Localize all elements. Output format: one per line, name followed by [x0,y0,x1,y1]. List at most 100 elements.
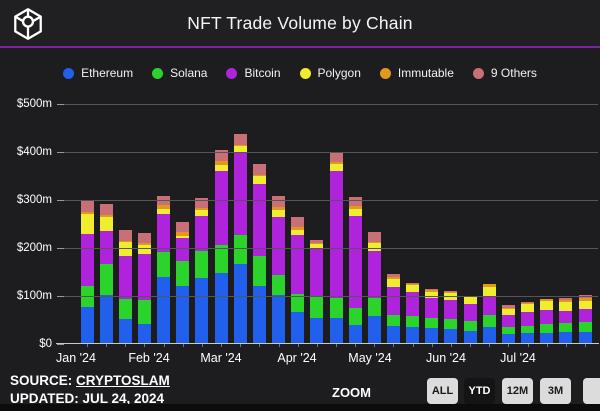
bar-segment-ethereum[interactable] [99,295,113,343]
legend-item-solana[interactable]: Solana [152,66,207,80]
stacked-bar[interactable] [272,195,286,343]
zoom-button-12m[interactable]: 12M [502,378,533,404]
bar-segment-9-others[interactable] [272,195,286,207]
bar-segment-ethereum[interactable] [482,327,496,343]
bar-segment-ethereum[interactable] [157,277,171,343]
bar-segment-bitcoin[interactable] [463,304,477,322]
legend-item-9-others[interactable]: 9 Others [472,66,537,80]
bar-segment-bitcoin[interactable] [386,286,400,316]
bar-segment-solana[interactable] [80,286,94,308]
bar-segment-9-others[interactable] [310,239,324,243]
bar-segment-immutable[interactable] [99,214,113,217]
bar-segment-polygon[interactable] [482,286,496,297]
zoom-button-3m[interactable]: 3M [540,378,571,404]
bar-segment-bitcoin[interactable] [118,255,132,299]
bar-segment-bitcoin[interactable] [329,170,343,298]
bar-segment-9-others[interactable] [386,274,400,278]
bar-segment-ethereum[interactable] [501,334,515,343]
stacked-bar[interactable] [157,195,171,343]
legend-item-immutable[interactable]: Immutable [379,66,454,80]
bar-segment-ethereum[interactable] [118,319,132,343]
bar-segment-polygon[interactable] [118,241,132,256]
bar-segment-ethereum[interactable] [80,307,94,343]
bar-segment-bitcoin[interactable] [176,237,190,261]
legend-item-ethereum[interactable]: Ethereum [63,66,133,80]
bar-segment-ethereum[interactable] [214,273,228,343]
bar-segment-solana[interactable] [386,315,400,326]
bar-segment-polygon[interactable] [348,208,362,216]
bar-segment-polygon[interactable] [425,291,439,298]
bar-segment-immutable[interactable] [233,144,247,146]
bar-segment-immutable[interactable] [252,174,266,176]
bar-segment-polygon[interactable] [291,229,305,236]
bar-segment-ethereum[interactable] [406,326,420,343]
stacked-bar[interactable] [348,196,362,343]
bar-segment-immutable[interactable] [80,211,94,214]
bar-segment-bitcoin[interactable] [252,184,266,256]
bar-segment-solana[interactable] [444,319,458,330]
bar-segment-immutable[interactable] [176,231,190,236]
bar-segment-solana[interactable] [214,244,228,274]
bar-segment-polygon[interactable] [252,175,266,184]
bar-segment-polygon[interactable] [157,208,171,214]
stacked-bar[interactable] [444,291,458,343]
bar-segment-immutable[interactable] [578,298,592,302]
stacked-bar[interactable] [195,198,209,343]
bar-segment-immutable[interactable] [406,283,420,285]
bar-segment-9-others[interactable] [540,298,554,300]
bar-segment-ethereum[interactable] [386,325,400,343]
bar-segment-ethereum[interactable] [137,323,151,343]
bar-segment-9-others[interactable] [176,222,190,232]
legend-item-bitcoin[interactable]: Bitcoin [226,66,281,80]
bar-segment-solana[interactable] [348,308,362,325]
bar-segment-9-others[interactable] [195,198,209,209]
bar-segment-9-others[interactable] [137,233,151,244]
stacked-bar[interactable] [540,298,554,343]
bar-segment-9-others[interactable] [425,288,439,290]
bar-segment-9-others[interactable] [521,301,535,303]
bar-segment-bitcoin[interactable] [482,296,496,316]
bar-segment-solana[interactable] [157,252,171,278]
stacked-bar[interactable] [233,133,247,343]
bar-segment-solana[interactable] [176,260,190,286]
stacked-bar[interactable] [310,239,324,343]
bar-segment-bitcoin[interactable] [444,299,458,320]
bar-segment-polygon[interactable] [80,213,94,234]
stacked-bar[interactable] [425,288,439,343]
bar-segment-solana[interactable] [137,299,151,324]
bar-segment-polygon[interactable] [559,302,573,311]
stacked-bar[interactable] [482,283,496,343]
legend-item-polygon[interactable]: Polygon [299,66,361,80]
bar-segment-polygon[interactable] [137,244,151,255]
bar-segment-ethereum[interactable] [540,333,554,343]
bar-segment-immutable[interactable] [386,277,400,279]
bar-segment-9-others[interactable] [367,232,381,242]
bar-segment-solana[interactable] [195,250,209,279]
bar-segment-ethereum[interactable] [252,286,266,343]
bar-segment-ethereum[interactable] [463,331,477,343]
bar-segment-polygon[interactable] [501,308,515,316]
bar-segment-bitcoin[interactable] [272,216,286,275]
zoom-button-clipped[interactable] [583,378,600,404]
bar-segment-ethereum[interactable] [559,332,573,343]
bar-segment-immutable[interactable] [118,240,132,242]
zoom-button-ytd[interactable]: YTD [464,378,495,404]
bar-segment-solana[interactable] [521,325,535,334]
bar-segment-ethereum[interactable] [425,327,439,343]
bar-segment-polygon[interactable] [578,301,592,310]
bar-segment-polygon[interactable] [99,216,113,231]
bar-segment-bitcoin[interactable] [137,254,151,300]
bar-segment-bitcoin[interactable] [99,230,113,264]
bar-segment-bitcoin[interactable] [406,291,420,316]
bar-segment-immutable[interactable] [501,307,515,309]
bar-segment-polygon[interactable] [463,297,477,305]
stacked-bar[interactable] [406,282,420,343]
bar-segment-solana[interactable] [233,234,247,264]
bar-segment-immutable[interactable] [214,160,228,165]
bar-segment-polygon[interactable] [367,243,381,251]
bar-segment-bitcoin[interactable] [348,215,362,309]
bar-segment-solana[interactable] [252,255,266,287]
bar-segment-immutable[interactable] [157,204,171,209]
bar-segment-immutable[interactable] [291,226,305,230]
bar-segment-solana[interactable] [310,296,324,319]
